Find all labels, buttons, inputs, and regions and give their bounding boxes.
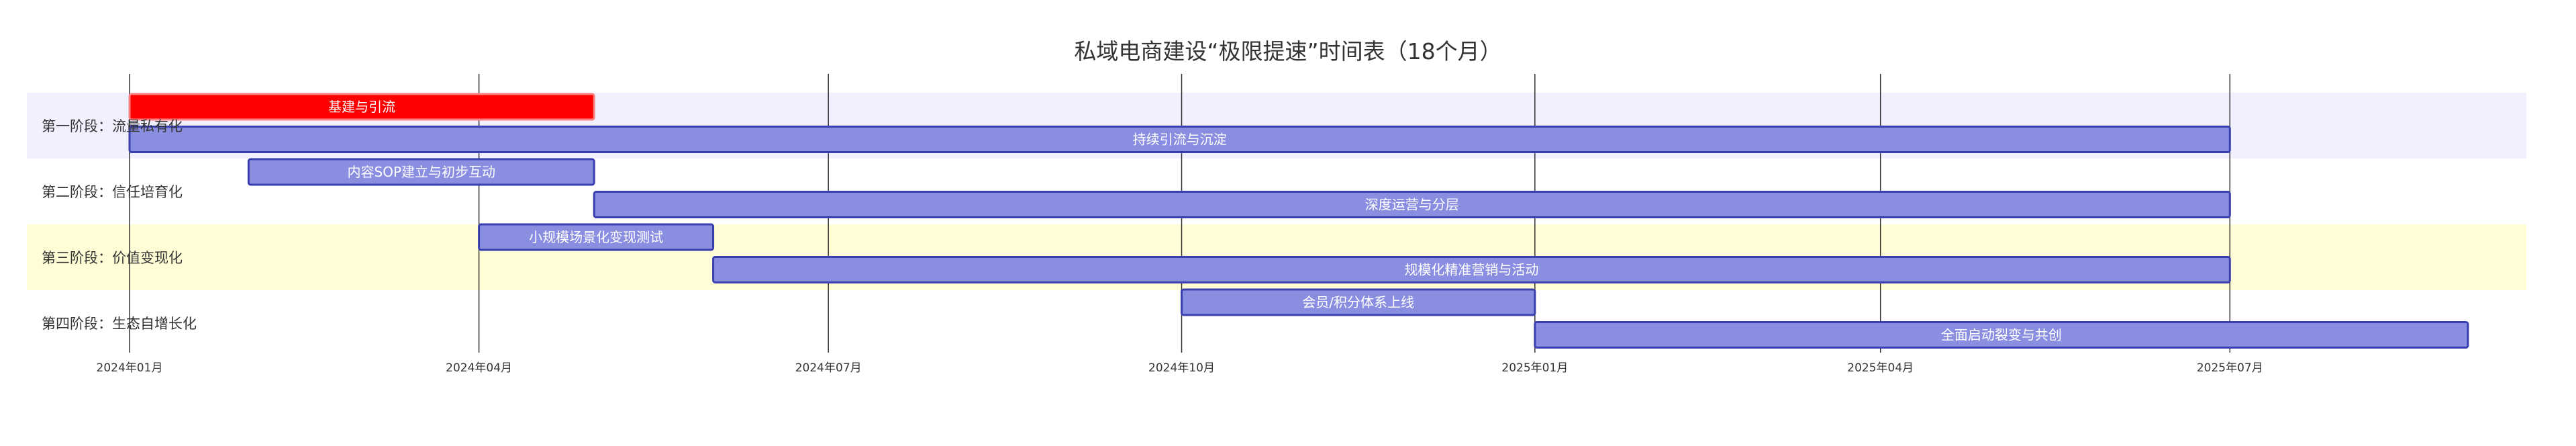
- x-tick-label: 2024年01月: [97, 361, 163, 375]
- section-labels: 第一阶段：流量私有化第二阶段：信任培育化第三阶段：价值变现化第四阶段：生态自增长…: [42, 118, 197, 332]
- section-label: 第四阶段：生态自增长化: [42, 316, 197, 332]
- task-bar: 小规模场景化变现测试: [478, 223, 715, 251]
- task-label: 基建与引流: [328, 99, 395, 115]
- task-rect: [593, 191, 2231, 218]
- task-bar: 深度运营与分层: [593, 191, 2231, 218]
- task-rect: [128, 126, 2231, 153]
- section-label: 第三阶段：价值变现化: [42, 250, 183, 266]
- section-label: 第一阶段：流量私有化: [42, 118, 183, 134]
- task-label: 持续引流与沉淀: [1133, 132, 1227, 148]
- task-label: 小规模场景化变现测试: [529, 229, 663, 245]
- task-bar: 规模化精准营销与活动: [712, 256, 2231, 283]
- task-label: 深度运营与分层: [1365, 197, 1459, 213]
- task-label: 内容SOP建立与初步互动: [348, 164, 496, 180]
- x-tick-label: 2024年04月: [446, 361, 512, 375]
- task-rect: [478, 223, 715, 251]
- task-label: 规模化精准营销与活动: [1404, 262, 1538, 278]
- task-rect: [1181, 288, 1536, 316]
- x-tick-label: 2025年01月: [1501, 361, 1568, 375]
- task-rect: [247, 158, 595, 186]
- task-rect: [712, 256, 2231, 283]
- x-axis-ticks: 2024年01月 2024年04月 2024年07月 2024年10月 2025年01月…: [97, 361, 2263, 375]
- task-label: 会员/积分体系上线: [1302, 294, 1414, 310]
- task-rect: [1534, 321, 2469, 349]
- task-bar: 会员/积分体系上线: [1181, 288, 1536, 316]
- task-bar: 基建与引流: [128, 93, 595, 121]
- task-bar: 持续引流与沉淀: [128, 126, 2231, 153]
- chart-title: 私域电商建设“极限提速”时间表（18个月）: [1074, 38, 1501, 64]
- critical-task-rect: [128, 93, 595, 121]
- task-label: 全面启动裂变与共创: [1941, 327, 2062, 343]
- task-bar: 全面启动裂变与共创: [1534, 321, 2469, 349]
- task-bars: 基建与引流持续引流与沉淀内容SOP建立与初步互动深度运营与分层小规模场景化变现测…: [128, 93, 2469, 349]
- section-label: 第二阶段：信任培育化: [42, 184, 183, 200]
- x-tick-label: 2025年07月: [2197, 361, 2263, 375]
- x-tick-label: 2025年04月: [1847, 361, 1914, 375]
- x-tick-label: 2024年10月: [1148, 361, 1215, 375]
- x-tick-label: 2024年07月: [795, 361, 862, 375]
- task-bar: 内容SOP建立与初步互动: [247, 158, 595, 186]
